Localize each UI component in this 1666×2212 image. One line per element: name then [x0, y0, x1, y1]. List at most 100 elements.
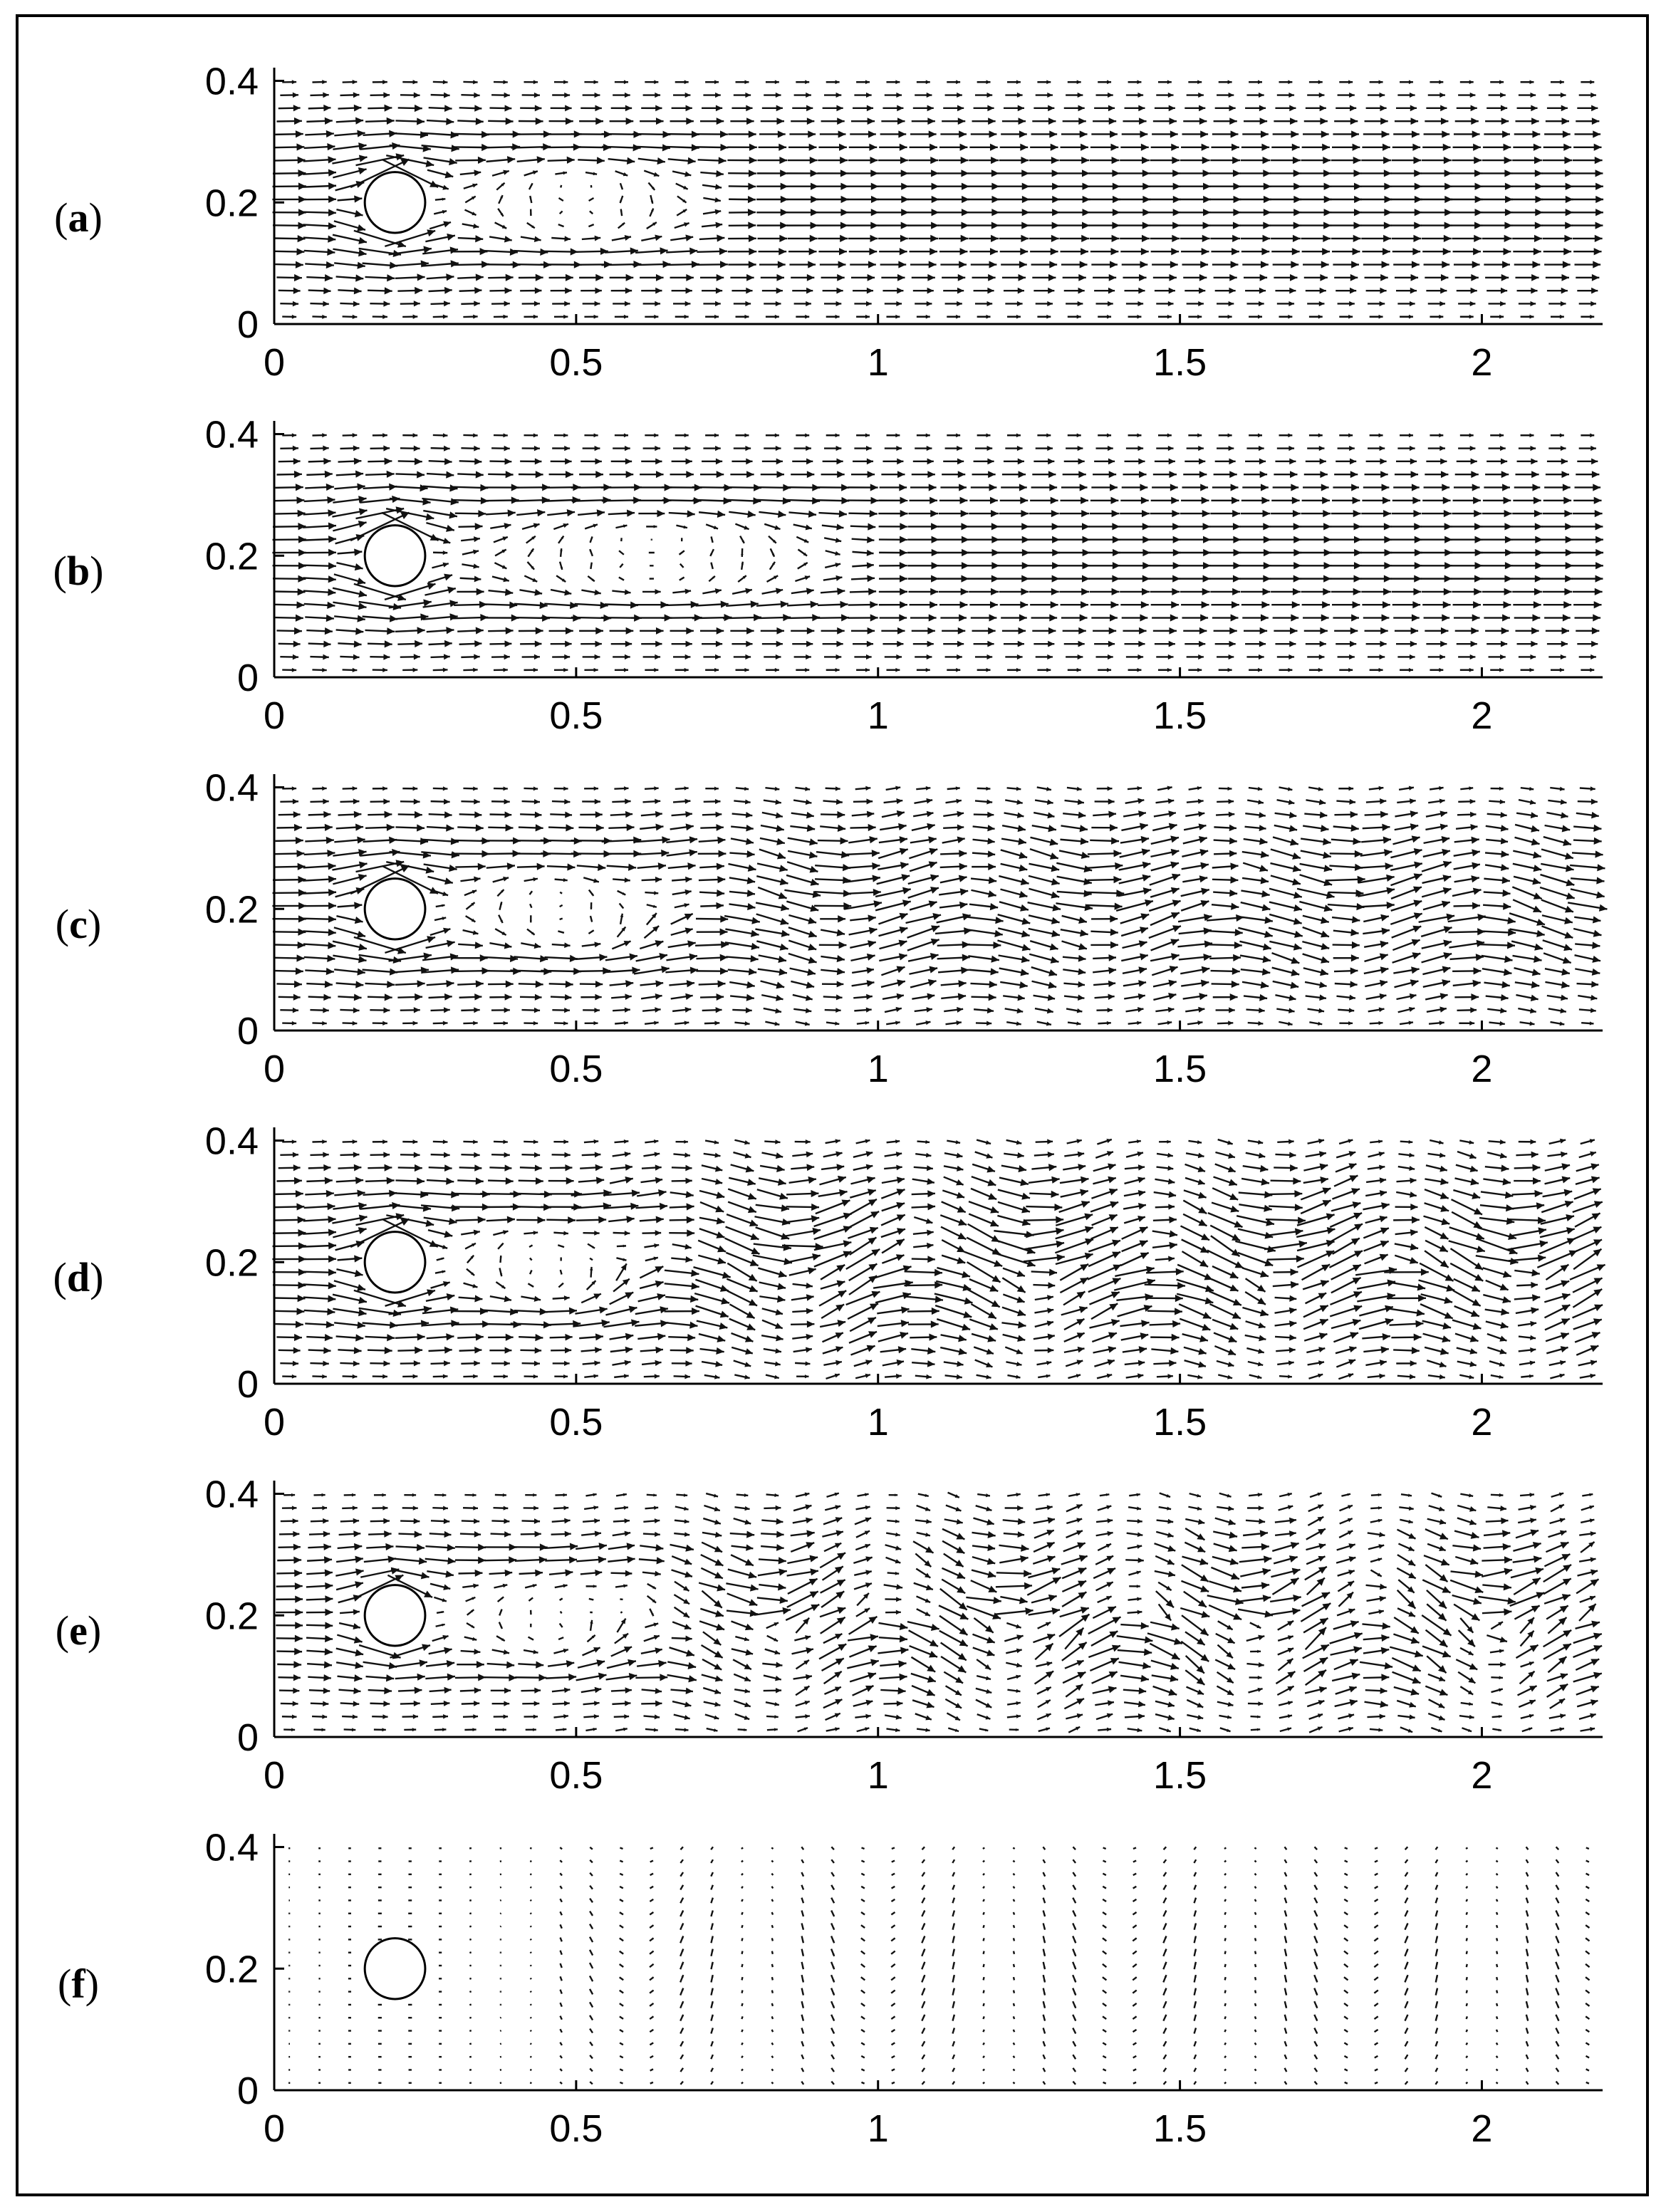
quiver-arrowhead: [1472, 862, 1480, 870]
quiver-arrowhead: [539, 601, 548, 610]
quiver-arrowhead: [684, 798, 691, 804]
quiver-arrowhead: [1172, 234, 1180, 243]
quiver-arrowhead: [806, 824, 816, 833]
quiver-arrowhead: [422, 498, 431, 506]
quiver-arrowhead: [986, 445, 993, 452]
quiver-arrowhead: [1383, 221, 1392, 229]
quiver-arrowhead: [1379, 993, 1387, 1000]
quiver-arrowhead: [959, 143, 968, 151]
quiver-arrowhead: [386, 470, 395, 478]
quiver-arrowhead: [1199, 471, 1207, 479]
quiver-arrowhead: [1501, 627, 1509, 635]
quiver-arrowhead: [357, 836, 365, 844]
quiver-arrowhead: [323, 301, 329, 307]
quiver-arrowhead: [531, 548, 534, 553]
quiver-arrowhead: [1197, 314, 1202, 319]
quiver-arrowhead: [836, 105, 843, 112]
quiver-arrowhead: [1288, 433, 1293, 438]
quiver-arrowhead: [355, 627, 364, 635]
quiver-arrowhead: [812, 497, 821, 505]
quiver-arrowhead: [866, 953, 875, 961]
quiver-arrowhead: [1353, 588, 1361, 596]
quiver-arrowhead: [661, 966, 670, 974]
quiver-arrowhead: [560, 548, 563, 552]
quiver-arrowhead: [870, 169, 879, 177]
quiver-arrowhead: [835, 314, 840, 319]
quiver-arrowhead: [558, 198, 561, 200]
quiver-arrowhead: [804, 1021, 810, 1026]
quiver-arrowhead: [293, 640, 301, 647]
quiver-arrowhead: [745, 92, 751, 98]
quiver-arrowhead: [1532, 877, 1541, 885]
quiver-arrowhead: [1502, 890, 1511, 897]
quiver-arrowhead: [1020, 496, 1029, 504]
quiver-arrowhead: [723, 497, 732, 505]
quiver-arrowhead: [1232, 967, 1240, 975]
quiver-arrowhead: [352, 786, 358, 791]
quiver-arrowhead: [596, 509, 605, 517]
quiver-arrowhead: [474, 654, 480, 660]
quiver-arrowhead: [931, 169, 939, 177]
quiver-arrowhead: [1474, 156, 1482, 165]
quiver-arrowhead: [1293, 562, 1302, 570]
quiver-arrowhead: [1469, 667, 1474, 672]
quiver-arrowhead: [1199, 287, 1206, 294]
quiver-arrowhead: [505, 273, 514, 281]
quiver-arrowhead: [930, 601, 938, 609]
quiver-arrowhead: [1353, 536, 1362, 543]
quiver-arrowhead: [509, 954, 519, 963]
quiver-arrowhead: [357, 130, 365, 137]
quiver-arrowhead: [812, 484, 821, 491]
quiver-arrowhead: [1320, 471, 1328, 479]
quiver-arrowhead: [1077, 92, 1083, 98]
quiver-arrowhead: [1264, 917, 1273, 924]
quiver-arrowhead: [684, 913, 693, 921]
quiver-arrowhead: [1233, 209, 1241, 216]
quiver-arrowhead: [1169, 273, 1177, 281]
quiver-arrowhead: [444, 171, 454, 179]
quiver-arrowhead: [1137, 1021, 1142, 1026]
quiver-arrowhead: [1502, 484, 1510, 491]
quiver-arrowhead: [1561, 981, 1570, 988]
quiver-arrowhead: [295, 261, 303, 268]
quiver-arrowhead: [865, 667, 870, 672]
quiver-arrowhead: [866, 105, 874, 112]
quiver-arrowhead: [328, 575, 336, 583]
quiver-arrowhead: [442, 562, 449, 568]
quiver-arrowhead: [295, 837, 303, 845]
quiver-arrowhead: [684, 171, 692, 177]
quiver-arrowhead: [1411, 966, 1420, 974]
quiver-arrowhead: [501, 549, 506, 553]
quiver-arrowhead: [442, 80, 448, 85]
quiver-arrowhead: [1112, 523, 1120, 531]
quiver-arrowhead: [1531, 969, 1541, 976]
quiver-arrowhead: [1534, 509, 1542, 518]
quiver-arrowhead: [1197, 80, 1202, 85]
quiver-arrowhead: [867, 273, 875, 281]
quiver-arrowhead: [1590, 1008, 1596, 1013]
quiver-arrowhead: [417, 118, 425, 125]
quiver-arrowhead: [324, 117, 333, 125]
quiver-arrowhead: [1411, 614, 1420, 622]
quiver-arrowhead: [444, 105, 452, 113]
quiver-arrowhead: [1290, 981, 1299, 989]
quiver-arrowhead: [382, 1021, 387, 1026]
quiver-arrowhead: [1473, 601, 1481, 609]
quiver-arrowhead: [1167, 1006, 1175, 1013]
quiver-arrowhead: [625, 640, 632, 647]
quiver-arrowhead: [868, 130, 876, 138]
quiver-arrowhead: [1204, 940, 1213, 948]
quiver-arrowhead: [897, 979, 905, 987]
quiver-arrowhead: [840, 600, 848, 608]
quiver-arrowhead: [504, 92, 510, 98]
quiver-arrowhead: [298, 915, 306, 923]
quiver-arrowhead: [1293, 548, 1302, 557]
quiver-arrowhead: [1410, 471, 1419, 479]
quiver-arrowhead: [928, 261, 937, 268]
quiver-arrowhead: [960, 509, 969, 518]
y-tick-label: 0.4: [205, 414, 259, 457]
quiver-arrowhead: [1411, 835, 1420, 843]
quiver-arrowhead: [865, 1021, 870, 1025]
quiver-arrowhead: [989, 248, 998, 256]
quiver-arrowhead: [1472, 261, 1480, 268]
